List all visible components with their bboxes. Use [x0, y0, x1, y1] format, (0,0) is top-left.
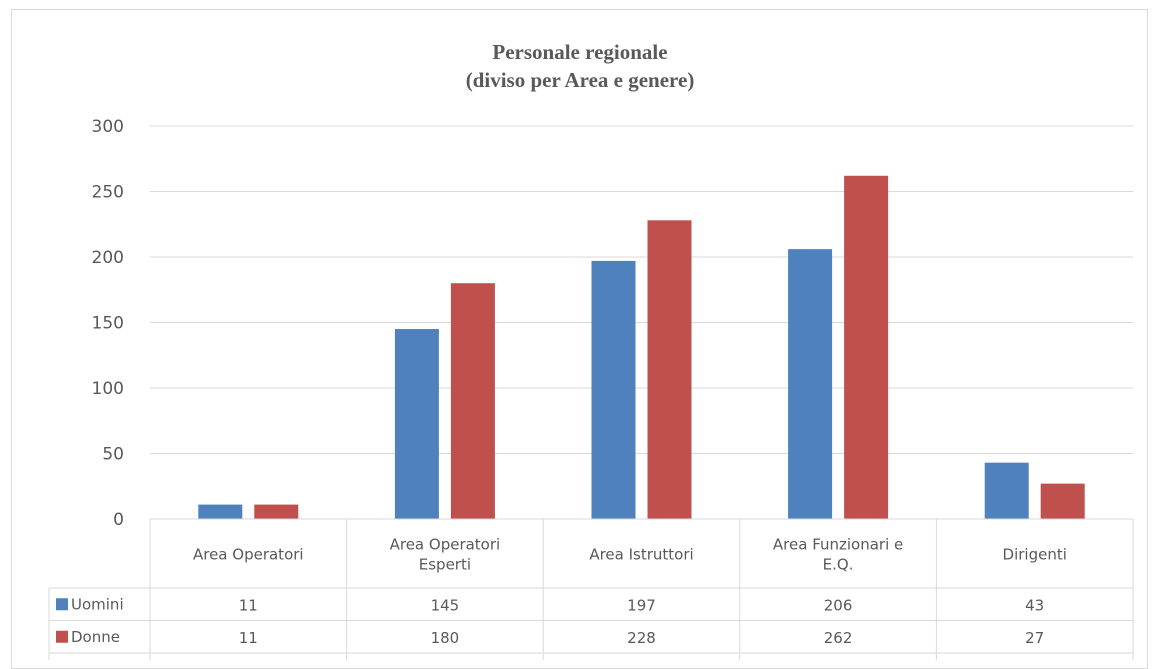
bar-donne-3	[844, 175, 889, 519]
data-label-donne-0: 11	[239, 629, 258, 647]
bar-donne-4	[1040, 483, 1085, 519]
chart-title: Personale regionale	[492, 40, 667, 64]
chart-container: Personale regionale (diviso per Area e g…	[11, 9, 1148, 669]
y-tick-label: 50	[102, 445, 124, 465]
y-tick-label: 100	[92, 379, 124, 399]
data-label-donne-3: 262	[824, 629, 853, 647]
legend-label-uomini: Uomini	[71, 595, 124, 613]
y-axis: 0 50 100 150 200 250 300	[92, 117, 124, 530]
bar-uomini-0	[198, 504, 243, 519]
bar-donne-1	[450, 283, 495, 519]
bar-uomini-3	[788, 249, 833, 519]
data-label-donne-1: 180	[431, 629, 460, 647]
y-tick-label: 250	[92, 183, 124, 203]
data-label-donne-2: 228	[627, 629, 656, 647]
bar-uomini-1	[394, 329, 439, 519]
bar-donne-0	[254, 504, 299, 519]
data-label-uomini-0: 11	[239, 596, 258, 614]
category-label-4: Dirigenti	[1003, 546, 1067, 564]
data-label-uomini-2: 197	[627, 596, 656, 614]
legend-key-uomini	[56, 598, 68, 611]
data-label-uomini-3: 206	[824, 596, 853, 614]
category-label-3: Area Funzionari e E.Q.	[773, 536, 903, 574]
bar-uomini-2	[591, 260, 636, 519]
bar-series	[198, 175, 1085, 519]
bar-chart: Personale regionale (diviso per Area e g…	[48, 40, 1134, 660]
data-table: Area Operatori Area Operatori Esperti Area …	[48, 518, 1134, 660]
y-tick-label: 0	[113, 510, 124, 530]
chart-subtitle: (diviso per Area e genere)	[466, 68, 695, 92]
y-tick-label: 200	[92, 248, 124, 268]
category-label-1: Area Operatori Esperti	[390, 536, 501, 574]
bar-donne-2	[647, 220, 692, 519]
data-label-donne-4: 27	[1025, 629, 1044, 647]
category-label-2: Area Istruttori	[589, 546, 693, 564]
legend-key-donne	[56, 630, 68, 643]
y-tick-label: 300	[92, 117, 124, 137]
gridlines	[150, 125, 1133, 454]
bar-uomini-4	[984, 462, 1029, 519]
category-label-0: Area Operatori	[193, 546, 304, 564]
data-label-uomini-1: 145	[431, 596, 460, 614]
y-tick-label: 150	[92, 314, 124, 334]
legend-label-donne: Donne	[71, 628, 120, 646]
data-label-uomini-4: 43	[1025, 596, 1044, 614]
